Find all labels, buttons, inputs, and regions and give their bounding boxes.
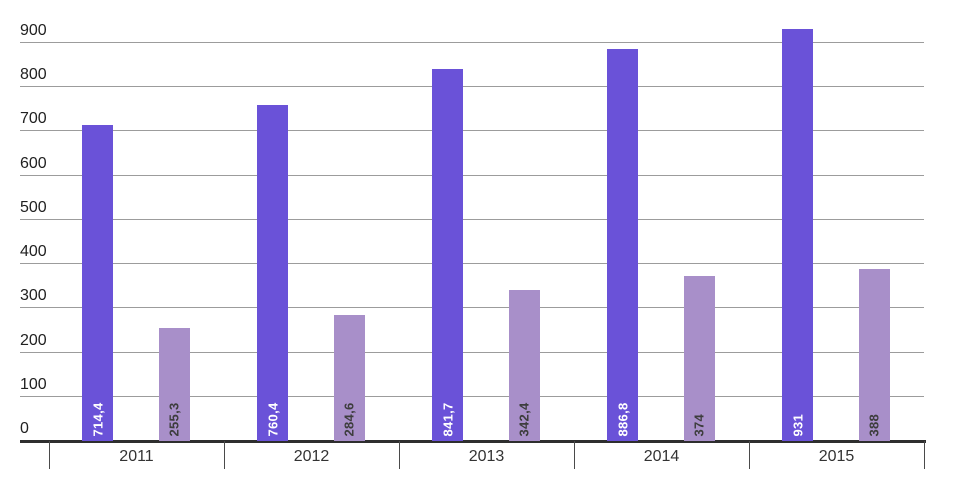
bar-value-label: 714,4 <box>90 401 105 436</box>
bar-primary-series <box>782 29 813 441</box>
x-axis-tick <box>224 441 225 469</box>
bar-primary-series <box>257 104 288 441</box>
bar-primary-series <box>82 125 113 441</box>
category-label: 2013 <box>468 448 505 465</box>
x-axis-tick <box>924 441 925 469</box>
bar-primary-series <box>432 68 463 441</box>
y-axis-label: 500 <box>20 198 47 216</box>
y-axis-label: 400 <box>20 243 47 261</box>
bar-value-label: 374 <box>691 413 707 436</box>
bar-primary-series <box>607 48 638 441</box>
category-label: 2011 <box>119 448 154 465</box>
bar-secondary-series <box>858 269 890 441</box>
y-axis-label: 600 <box>20 154 47 172</box>
bar-value-label: 841,7 <box>440 401 455 436</box>
bar-value-label: 931 <box>790 413 805 436</box>
bar-secondary-series <box>333 315 365 441</box>
y-axis-label: 100 <box>20 375 47 393</box>
bar-secondary-series <box>683 275 715 441</box>
y-axis-label: 900 <box>20 22 47 39</box>
bar-value-label: 342,4 <box>516 401 532 436</box>
bar-value-label: 388 <box>866 413 882 436</box>
bar-value-label: 886,8 <box>615 401 630 436</box>
category-label: 2014 <box>643 448 680 465</box>
x-axis-tick <box>574 441 575 469</box>
x-axis-tick <box>49 441 50 469</box>
category-label: 2012 <box>293 448 330 465</box>
y-axis-label: 0 <box>20 420 29 437</box>
category-label: 2015 <box>818 448 855 465</box>
bar-secondary-series <box>508 289 540 441</box>
y-axis-label: 300 <box>20 287 47 305</box>
bar-value-label: 255,3 <box>166 401 182 436</box>
x-axis-tick <box>399 441 400 469</box>
bar-value-label: 760,4 <box>265 401 280 436</box>
bar-value-label: 284,6 <box>341 401 357 436</box>
x-axis-line <box>20 440 926 443</box>
x-axis-tick <box>749 441 750 469</box>
y-axis-label: 700 <box>20 110 47 128</box>
bar-secondary-series <box>158 328 190 441</box>
y-axis-label: 800 <box>20 66 47 84</box>
y-axis-label: 200 <box>20 331 47 349</box>
